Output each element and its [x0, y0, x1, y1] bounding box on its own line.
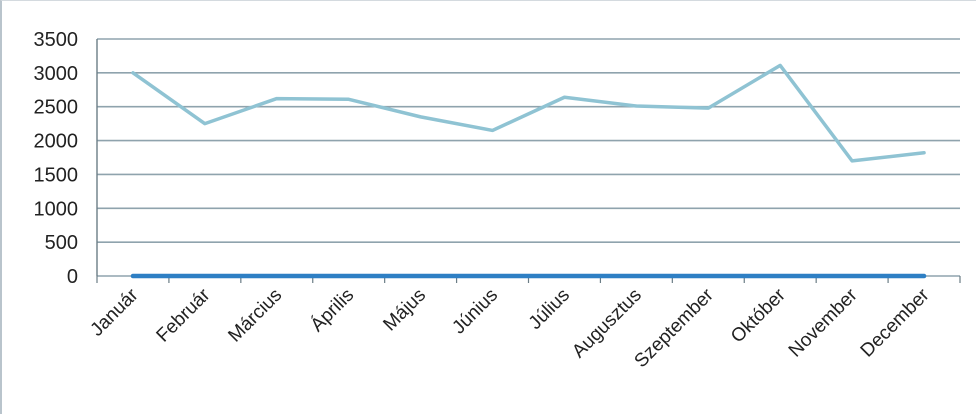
y-tick-label: 0 — [67, 266, 78, 288]
y-tick-label: 3000 — [34, 63, 79, 85]
x-tick-label: Július — [525, 285, 574, 334]
gridlines — [97, 39, 960, 276]
x-tick-label: Március — [224, 285, 286, 347]
x-tick-label: Október — [727, 284, 790, 347]
x-tick-label: Május — [379, 285, 430, 336]
x-tick-label: Augusztus — [568, 285, 646, 363]
y-tick-label: 2000 — [34, 131, 79, 153]
x-tick-label: Június — [448, 285, 502, 339]
x-tick-label: November — [785, 284, 862, 361]
x-tick-label: Április — [307, 285, 358, 336]
x-tick-label: December — [857, 284, 934, 361]
y-tick-label: 3500 — [34, 29, 79, 51]
y-tick-label: 500 — [45, 232, 78, 254]
x-tick-label: Január — [87, 284, 143, 340]
y-axis-ticks: 0 500 1000 1500 2000 2500 3000 3500 — [34, 29, 79, 288]
y-tick-label: 2500 — [34, 97, 79, 119]
y-tick-label: 1500 — [34, 164, 79, 186]
y-tick-label: 1000 — [34, 198, 79, 220]
x-tick-label: Február — [153, 284, 215, 346]
series-line-1 — [133, 65, 924, 160]
series-lines — [133, 65, 924, 276]
